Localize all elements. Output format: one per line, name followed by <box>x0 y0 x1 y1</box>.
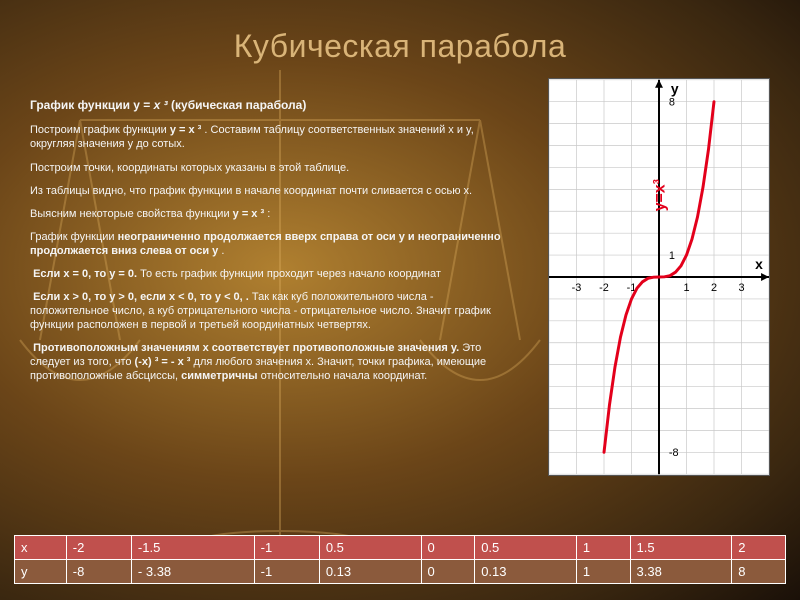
table-cell: -1 <box>254 536 319 560</box>
values-table: x-2-1.5-10.500.511.52 y-8- 3.38-10.1300.… <box>14 535 786 584</box>
table-cell: 0.13 <box>319 560 421 584</box>
p2: Построим точки, координаты которых указа… <box>30 161 510 175</box>
table-cell: - 3.38 <box>131 560 254 584</box>
svg-text:y: y <box>671 81 679 97</box>
table-cell: -1 <box>254 560 319 584</box>
svg-text:1: 1 <box>669 250 675 262</box>
p6b: То есть график функции проходит через на… <box>140 268 441 280</box>
table-cell: -1.5 <box>131 536 254 560</box>
x-header: x <box>15 536 67 560</box>
p8a: Противоположным значениям x соответствуе… <box>33 342 459 354</box>
p4b: y = x ³ <box>233 208 268 220</box>
table-cell: 2 <box>732 536 786 560</box>
svg-text:8: 8 <box>669 97 675 109</box>
svg-text:3: 3 <box>738 282 744 294</box>
table-cell: 1 <box>576 536 630 560</box>
table-cell: 0.5 <box>319 536 421 560</box>
p4a: Выясним некоторые свойства функции <box>30 208 233 220</box>
svg-text:-3: -3 <box>572 282 582 294</box>
svg-text:y=x³: y=x³ <box>652 179 669 211</box>
svg-text:x: x <box>755 256 763 272</box>
body-text: График функции y = x ³ (кубическая параб… <box>30 98 510 392</box>
p4c: : <box>267 208 270 220</box>
table-cell: 0 <box>421 536 475 560</box>
y-header: y <box>15 560 67 584</box>
p5c: . <box>221 245 224 257</box>
p8e: симметричны <box>181 370 257 382</box>
table-cell: 8 <box>732 560 786 584</box>
p1b: y = x ³ <box>170 124 202 136</box>
p1a: Построим график функции <box>30 124 170 136</box>
subtitle-expr: x ³ <box>154 98 168 112</box>
table-cell: 1.5 <box>630 536 732 560</box>
table-cell: 0 <box>421 560 475 584</box>
svg-text:1: 1 <box>683 282 689 294</box>
table-cell: 0.13 <box>475 560 577 584</box>
p3: Из таблицы видно, что график функции в н… <box>30 184 510 198</box>
p6a: Если x = 0, то y = 0. <box>33 268 137 280</box>
table-cell: 3.38 <box>630 560 732 584</box>
p8f: относительно начала координат. <box>261 370 428 382</box>
table-cell: 0.5 <box>475 536 577 560</box>
svg-text:2: 2 <box>711 282 717 294</box>
svg-text:-2: -2 <box>599 282 609 294</box>
page-title: Кубическая парабола <box>0 28 800 65</box>
table-cell: 1 <box>576 560 630 584</box>
subtitle-pre: График функции y = <box>30 98 154 112</box>
p7a: Если x > 0, то y > 0, если x < 0, то y <… <box>33 291 249 303</box>
cubic-chart: -3-2-1123-818yxy=x³ <box>548 78 770 476</box>
p8c: (-x) ³ = - x ³ <box>135 356 191 368</box>
p5a: График функции <box>30 231 118 243</box>
svg-text:-8: -8 <box>669 447 679 459</box>
table-cell: -8 <box>66 560 131 584</box>
table-cell: -2 <box>66 536 131 560</box>
subtitle-post: (кубическая парабола) <box>171 98 306 112</box>
